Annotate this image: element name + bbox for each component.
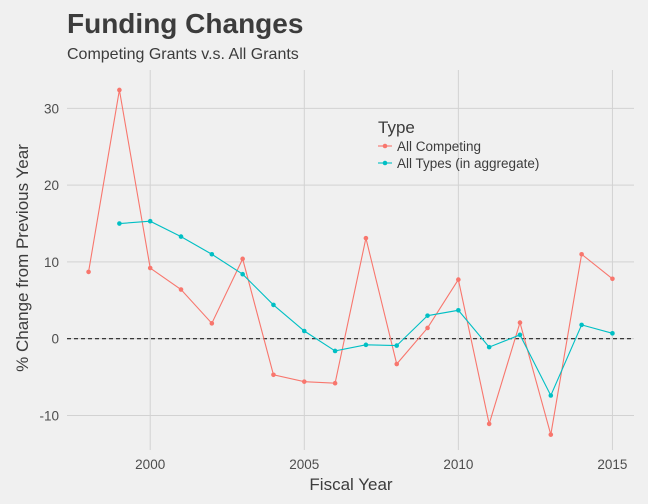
data-point: [147, 265, 153, 271]
data-point: [456, 307, 461, 313]
x-tick-label: 2000: [135, 457, 165, 472]
data-point: [363, 342, 369, 348]
series-line: [88, 89, 613, 435]
y-tick-label: 20: [44, 178, 59, 193]
data-point: [425, 313, 430, 318]
y-tick-label: 30: [44, 101, 59, 116]
chart-subtitle: Competing Grants v.s. All Grants: [67, 46, 299, 63]
legend-label: All Competing: [397, 139, 481, 154]
data-point: [117, 221, 122, 226]
y-axis-title: % Change from Previous Year: [13, 144, 32, 372]
data-point: [209, 251, 215, 257]
data-point: [363, 235, 369, 241]
y-tick-label: 10: [44, 255, 59, 270]
data-point: [394, 361, 400, 367]
legend-item: All Competing: [378, 139, 481, 154]
x-tick-label: 2005: [289, 457, 319, 472]
data-point: [486, 421, 492, 427]
y-tick-label: 0: [51, 332, 59, 347]
data-point: [610, 331, 615, 336]
data-point: [240, 256, 245, 262]
legend-title: Type: [378, 118, 415, 137]
x-tick-label: 2010: [443, 457, 473, 472]
legend-item: All Types (in aggregate): [378, 156, 539, 171]
data-point: [271, 302, 276, 308]
data-point: [301, 379, 307, 384]
legend-key-point: [382, 160, 388, 166]
series-2: [117, 218, 615, 398]
data-point: [548, 393, 554, 398]
data-point: [548, 432, 554, 437]
legend: Type All Competing All Types (in aggregat…: [378, 118, 539, 171]
legend-key-point: [382, 143, 388, 149]
data-point: [394, 343, 400, 348]
data-point: [517, 320, 523, 325]
data-point: [301, 328, 307, 334]
data-point: [178, 234, 184, 239]
axis-ticks: -10 0 10 20 30 2000 2005 2010 2015: [39, 101, 627, 472]
data-point: [209, 321, 215, 326]
data-point: [579, 322, 584, 328]
data-point: [332, 348, 338, 354]
data-point: [579, 251, 584, 257]
series-1: [86, 87, 615, 437]
data-point: [240, 271, 245, 277]
series-layer: [86, 87, 615, 437]
data-point: [86, 269, 91, 275]
data-point: [517, 332, 523, 338]
data-point: [271, 372, 276, 378]
data-point: [486, 344, 492, 350]
data-point: [117, 87, 122, 93]
chart-title: Funding Changes: [67, 8, 303, 39]
data-point: [456, 277, 461, 282]
x-tick-label: 2015: [597, 457, 627, 472]
data-point: [147, 218, 153, 224]
y-tick-label: -10: [39, 408, 59, 423]
data-point: [332, 380, 338, 386]
data-point: [610, 276, 615, 282]
data-point: [178, 287, 184, 292]
x-axis-title: Fiscal Year: [309, 475, 392, 494]
legend-label: All Types (in aggregate): [397, 156, 539, 171]
data-point: [425, 325, 430, 331]
